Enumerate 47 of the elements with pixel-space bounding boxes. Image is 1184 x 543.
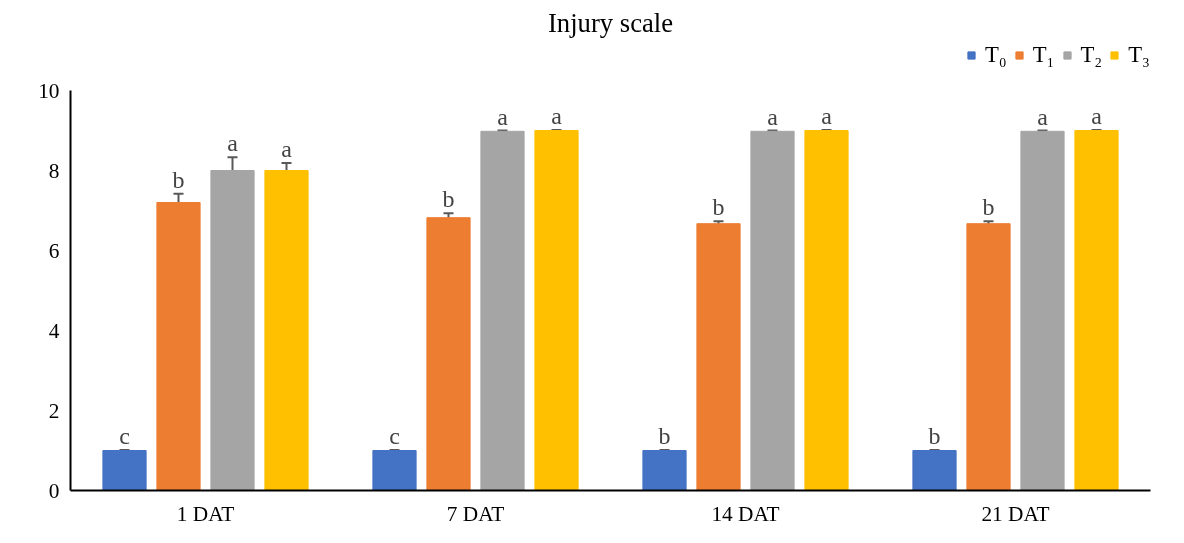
- legend-label: T₁: [1032, 42, 1055, 68]
- y-tick-label: 4: [48, 318, 60, 343]
- bar: [750, 130, 795, 491]
- bar: [372, 450, 417, 491]
- bar: [966, 223, 1011, 491]
- x-tick-label: 21 DAT: [981, 501, 1050, 526]
- x-tick-label: 14 DAT: [711, 501, 780, 526]
- data-label: b: [442, 186, 455, 213]
- bar: [1074, 130, 1119, 491]
- data-label: a: [497, 103, 509, 130]
- data-label: b: [658, 423, 671, 450]
- bar: [534, 130, 579, 491]
- bar: [264, 170, 309, 491]
- data-label: c: [119, 423, 130, 450]
- data-label: b: [982, 194, 995, 221]
- legend-label: T₂: [1080, 42, 1103, 68]
- bar: [696, 223, 741, 491]
- data-label: a: [1091, 103, 1103, 130]
- data-label: a: [1037, 103, 1049, 130]
- data-label: a: [551, 103, 563, 130]
- bar: [480, 130, 525, 491]
- x-tick-label: 1 DAT: [176, 501, 235, 526]
- bar: [156, 202, 201, 491]
- bar: [912, 450, 957, 491]
- y-tick-label: 6: [48, 238, 60, 263]
- bar: [210, 170, 255, 491]
- legend-label: T₀: [985, 42, 1007, 68]
- bar: [102, 450, 147, 491]
- y-tick-label: 10: [38, 78, 60, 103]
- x-tick-label: 7 DAT: [446, 501, 505, 526]
- data-label: c: [389, 423, 400, 450]
- chart-title: Injury scale: [547, 7, 674, 38]
- y-tick-label: 0: [48, 478, 60, 503]
- data-label: b: [712, 194, 725, 221]
- legend-label: T₃: [1128, 42, 1150, 68]
- data-label: b: [172, 166, 185, 193]
- data-label: b: [928, 423, 941, 450]
- y-tick-label: 2: [48, 398, 60, 423]
- bar: [426, 217, 471, 491]
- data-label: a: [281, 135, 293, 162]
- data-label: a: [767, 103, 779, 130]
- bar: [1020, 130, 1065, 491]
- bar: [804, 130, 849, 491]
- data-label: a: [821, 103, 833, 130]
- bar: [642, 450, 687, 491]
- y-tick-label: 8: [48, 158, 60, 183]
- data-label: a: [227, 130, 239, 157]
